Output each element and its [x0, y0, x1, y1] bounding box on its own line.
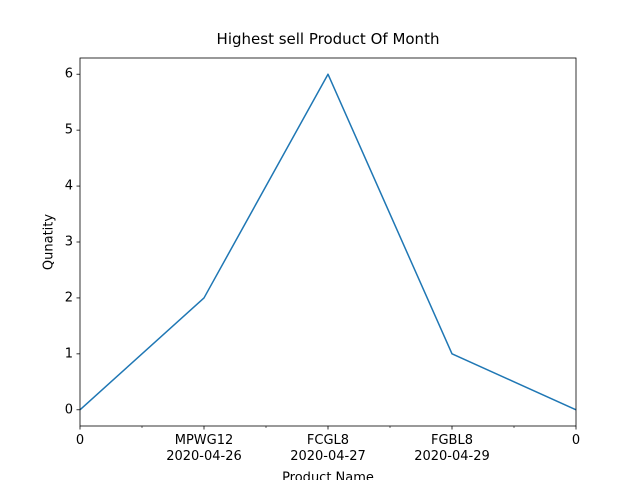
x-tick-label: 0 [76, 433, 84, 448]
x-axis-label: Product Name [282, 471, 374, 480]
y-tick-label: 4 [65, 179, 73, 194]
y-tick-label: 1 [65, 346, 73, 361]
y-axis-label: Qunatity [42, 214, 57, 270]
x-tick-label: FGBL8 2020-04-29 [414, 433, 490, 464]
x-tick-label: FCGL8 2020-04-27 [290, 433, 366, 464]
plot-frame [79, 57, 577, 427]
x-tick-label: MPWG12 2020-04-26 [166, 433, 242, 464]
y-tick-label: 5 [65, 123, 73, 138]
y-tick-label: 6 [65, 67, 73, 82]
y-tick-label: 2 [65, 290, 73, 305]
y-tick-label: 3 [65, 235, 73, 250]
y-tick-label: 0 [65, 402, 73, 417]
x-tick-label: 0 [572, 433, 580, 448]
data-line [79, 73, 577, 411]
chart-title: Highest sell Product Of Month [217, 30, 440, 48]
